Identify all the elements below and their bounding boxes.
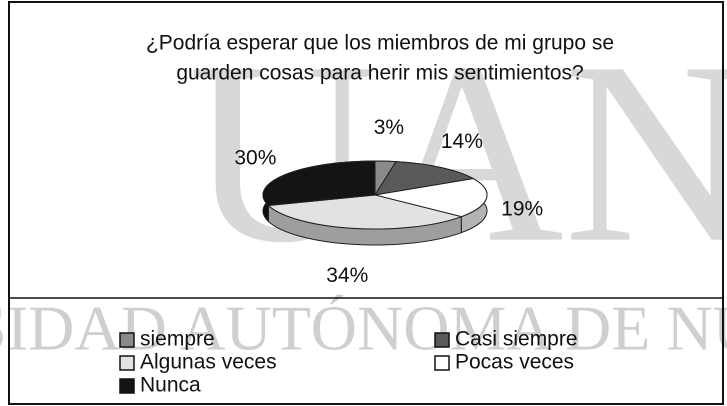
watermark: SIDAD AUTÓNOMA DE NU — [0, 293, 727, 364]
legend-swatch — [119, 332, 135, 348]
legend-swatch — [119, 355, 135, 371]
slice — [267, 194, 463, 230]
legend-swatch — [119, 378, 135, 394]
legend-swatch — [434, 355, 450, 371]
frame — [8, 1, 724, 405]
legend-label: Pocas veces — [455, 351, 574, 374]
slice — [262, 160, 376, 207]
data-label: 34% — [326, 264, 368, 287]
legend-label: Casi siempre — [455, 328, 578, 351]
data-label: 14% — [441, 130, 483, 153]
legend-label: siempre — [140, 328, 215, 351]
slice — [373, 161, 475, 196]
chart-title: guarden cosas para herir mis sentimiento… — [176, 62, 583, 85]
chart-title: ¿Podría esperar que los miembros de mi g… — [146, 32, 614, 55]
data-label: 3% — [374, 116, 404, 139]
slice — [374, 178, 488, 218]
watermark: UAN — [188, 9, 727, 297]
legend-swatch — [434, 332, 450, 348]
legend-label: Nunca — [140, 374, 201, 397]
data-label: 30% — [234, 147, 276, 170]
data-label: 19% — [501, 198, 543, 221]
legend-label: Algunas veces — [140, 351, 277, 374]
